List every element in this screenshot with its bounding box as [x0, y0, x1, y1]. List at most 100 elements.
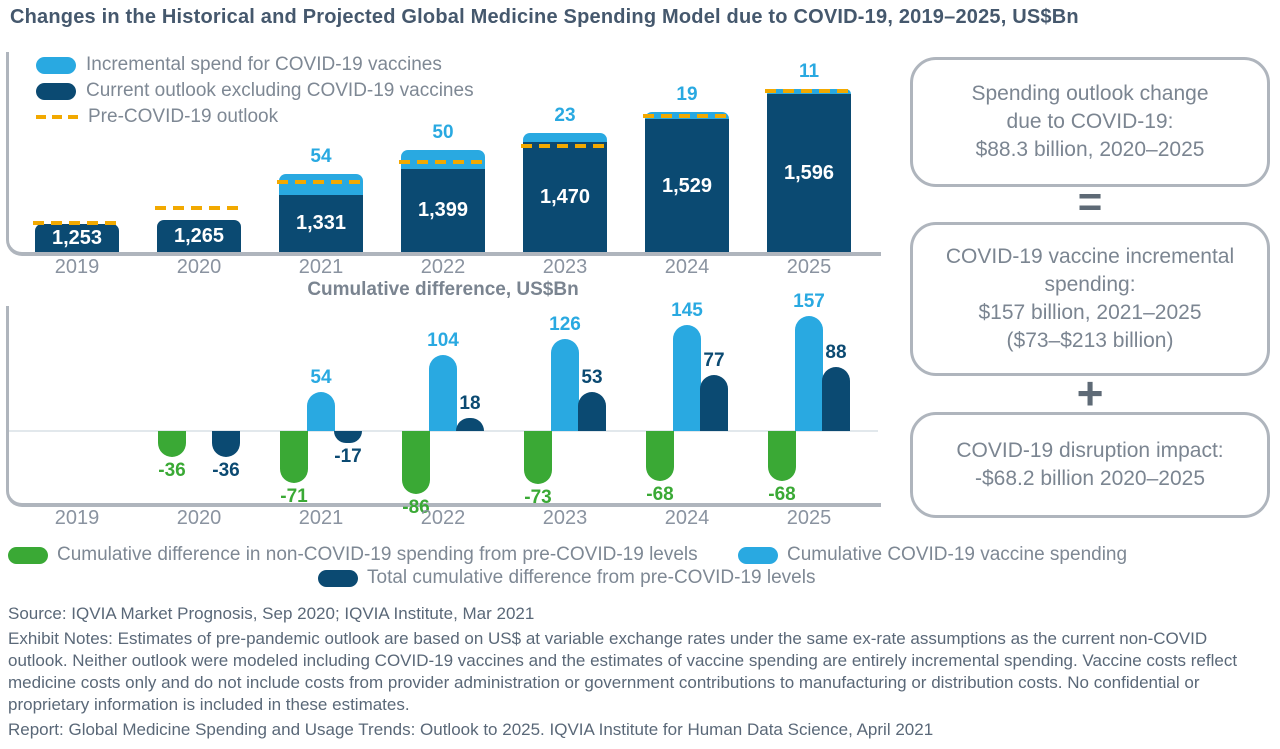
bar-vaccine-spend-2024 — [673, 325, 701, 431]
top-x-tick-2025: 2025 — [786, 256, 832, 278]
dark-blue-pill-icon — [36, 82, 76, 100]
callout-line: due to COVID-19: — [1006, 110, 1174, 133]
value-non-covid-diff-2022: -86 — [402, 496, 430, 518]
pre-covid-dashed-line-2024 — [643, 114, 731, 119]
bar-total-diff-2025 — [822, 366, 850, 431]
top-x-tick-2022: 2022 — [420, 256, 466, 278]
bottom-x-tick-2023: 2023 — [542, 507, 588, 529]
top-bar-current-2021 — [279, 194, 363, 252]
callout-vaccine-incremental-spending: COVID-19 vaccine incremental spending: $… — [910, 222, 1270, 376]
bar-total-diff-2022 — [456, 417, 484, 431]
value-vaccine-spend-2022: 104 — [427, 330, 459, 352]
top-current-value-2021: 1,331 — [295, 212, 347, 235]
callout-line: ($73–$213 billion) — [1006, 329, 1174, 352]
footnotes: Source: IQVIA Market Prognosis, Sep 2020… — [8, 603, 1253, 744]
top-x-tick-2023: 2023 — [542, 256, 588, 278]
top-bar-vaccine-cap-2022 — [401, 149, 485, 169]
pre-covid-dashed-line-2021 — [277, 180, 365, 185]
top-x-tick-2021: 2021 — [298, 256, 344, 278]
legend-item-non-covid-difference: Cumulative difference in non-COVID-19 sp… — [8, 544, 698, 565]
legend-item-vaccine-spending: Cumulative COVID-19 vaccine spending — [738, 544, 1128, 565]
value-vaccine-spend-2023: 126 — [549, 314, 581, 336]
bar-non-covid-diff-2025 — [768, 431, 796, 481]
top-current-value-2020: 1,265 — [173, 224, 225, 247]
bottom-x-tick-2022: 2022 — [420, 507, 466, 529]
value-total-diff-2021: -17 — [334, 446, 362, 468]
bar-total-diff-2024 — [700, 374, 728, 431]
callout-line: -$68.2 billion 2020–2025 — [974, 467, 1206, 490]
bar-vaccine-spend-2022 — [429, 355, 457, 431]
top-bar-current-2020 — [157, 219, 241, 252]
callout-spending-outlook-change: Spending outlook change due to COVID-19:… — [910, 57, 1270, 187]
bar-non-covid-diff-2020 — [158, 431, 186, 458]
yellow-dashed-line-icon — [36, 115, 78, 119]
exhibit-notes: Exhibit Notes: Estimates of pre-pandemic… — [8, 629, 1238, 714]
top-bar-current-2025 — [767, 93, 851, 252]
pre-covid-dashed-line-2019 — [33, 221, 121, 226]
bar-non-covid-diff-2021 — [280, 431, 308, 483]
top-x-tick-2024: 2024 — [664, 256, 710, 278]
pre-covid-dashed-line-2023 — [521, 143, 609, 148]
top-x-tick-2020: 2020 — [176, 256, 222, 278]
bottom-x-tick-2020: 2020 — [176, 507, 222, 529]
top-x-tick-2019: 2019 — [54, 256, 100, 278]
top-current-value-2025: 1,596 — [783, 161, 835, 184]
bar-total-diff-2021 — [334, 431, 362, 444]
value-vaccine-spend-2024: 145 — [671, 300, 703, 322]
callout-line: $157 billion, 2021–2025 — [978, 301, 1202, 324]
value-vaccine-spend-2021: 54 — [310, 366, 332, 388]
callout-line: COVID-19 disruption impact: — [956, 439, 1224, 462]
legend-item-total-difference: Total cumulative difference from pre-COV… — [318, 567, 816, 588]
top-vaccine-value-2023: 23 — [554, 105, 576, 127]
top-bar-vaccine-cap-2023 — [523, 133, 607, 142]
legend-label: Pre-COVID-19 outlook — [88, 106, 279, 127]
legend-label: Total cumulative difference from pre-COV… — [367, 567, 816, 588]
light-blue-pill-icon — [738, 546, 778, 564]
top-vaccine-value-2025: 11 — [798, 60, 820, 82]
bottom-chart-zero-line — [9, 430, 878, 432]
value-total-diff-2020: -36 — [212, 460, 240, 482]
value-total-diff-2022: 18 — [459, 392, 481, 414]
callout-line: Spending outlook change — [971, 82, 1209, 105]
callout-disruption-impact: COVID-19 disruption impact: -$68.2 billi… — [910, 412, 1270, 518]
green-pill-icon — [8, 546, 48, 564]
pre-covid-dashed-line-2025 — [765, 89, 853, 94]
bottom-chart-title: Cumulative difference, US$Bn — [307, 279, 579, 300]
bar-total-diff-2023 — [578, 392, 606, 431]
top-bar-current-2019 — [35, 224, 119, 252]
value-non-covid-diff-2020: -36 — [158, 460, 186, 482]
top-current-value-2023: 1,470 — [539, 185, 591, 208]
callout-line: spending: — [1044, 273, 1136, 296]
pre-covid-dashed-line-2020 — [155, 205, 243, 210]
bottom-chart-frame — [6, 306, 881, 507]
legend-label: Cumulative COVID-19 vaccine spending — [787, 544, 1128, 565]
bar-vaccine-spend-2023 — [551, 339, 579, 431]
equals-icon: = — [1077, 178, 1103, 225]
bottom-x-tick-2019: 2019 — [54, 507, 100, 529]
top-chart-frame — [6, 52, 881, 256]
legend-label: Cumulative difference in non-COVID-19 sp… — [57, 544, 698, 565]
top-current-value-2022: 1,399 — [417, 199, 469, 222]
value-non-covid-diff-2023: -73 — [524, 487, 552, 509]
value-non-covid-diff-2021: -71 — [280, 485, 308, 507]
top-bar-vaccine-cap-2021 — [279, 174, 363, 195]
report-line: Report: Global Medicine Spending and Usa… — [8, 720, 934, 739]
value-total-diff-2025: 88 — [825, 341, 847, 363]
bar-non-covid-diff-2023 — [524, 431, 552, 485]
bar-non-covid-diff-2024 — [646, 431, 674, 481]
top-vaccine-value-2022: 50 — [432, 121, 454, 143]
legend-item-incremental-vaccine-spend: Incremental spend for COVID-19 vaccines — [36, 54, 442, 75]
pre-covid-dashed-line-2022 — [399, 159, 487, 164]
bar-total-diff-2020 — [212, 431, 240, 458]
top-vaccine-value-2024: 19 — [676, 84, 698, 106]
top-bar-current-2022 — [401, 168, 485, 252]
source-line: Source: IQVIA Market Prognosis, Sep 2020… — [8, 604, 535, 623]
top-vaccine-value-2021: 54 — [310, 146, 332, 168]
value-total-diff-2024: 77 — [703, 349, 725, 371]
value-non-covid-diff-2025: -68 — [768, 483, 796, 505]
callout-line: $88.3 billion, 2020–2025 — [975, 138, 1205, 161]
bottom-x-tick-2021: 2021 — [298, 507, 344, 529]
value-non-covid-diff-2024: -68 — [646, 483, 674, 505]
page-title: Changes in the Historical and Projected … — [10, 6, 1079, 28]
